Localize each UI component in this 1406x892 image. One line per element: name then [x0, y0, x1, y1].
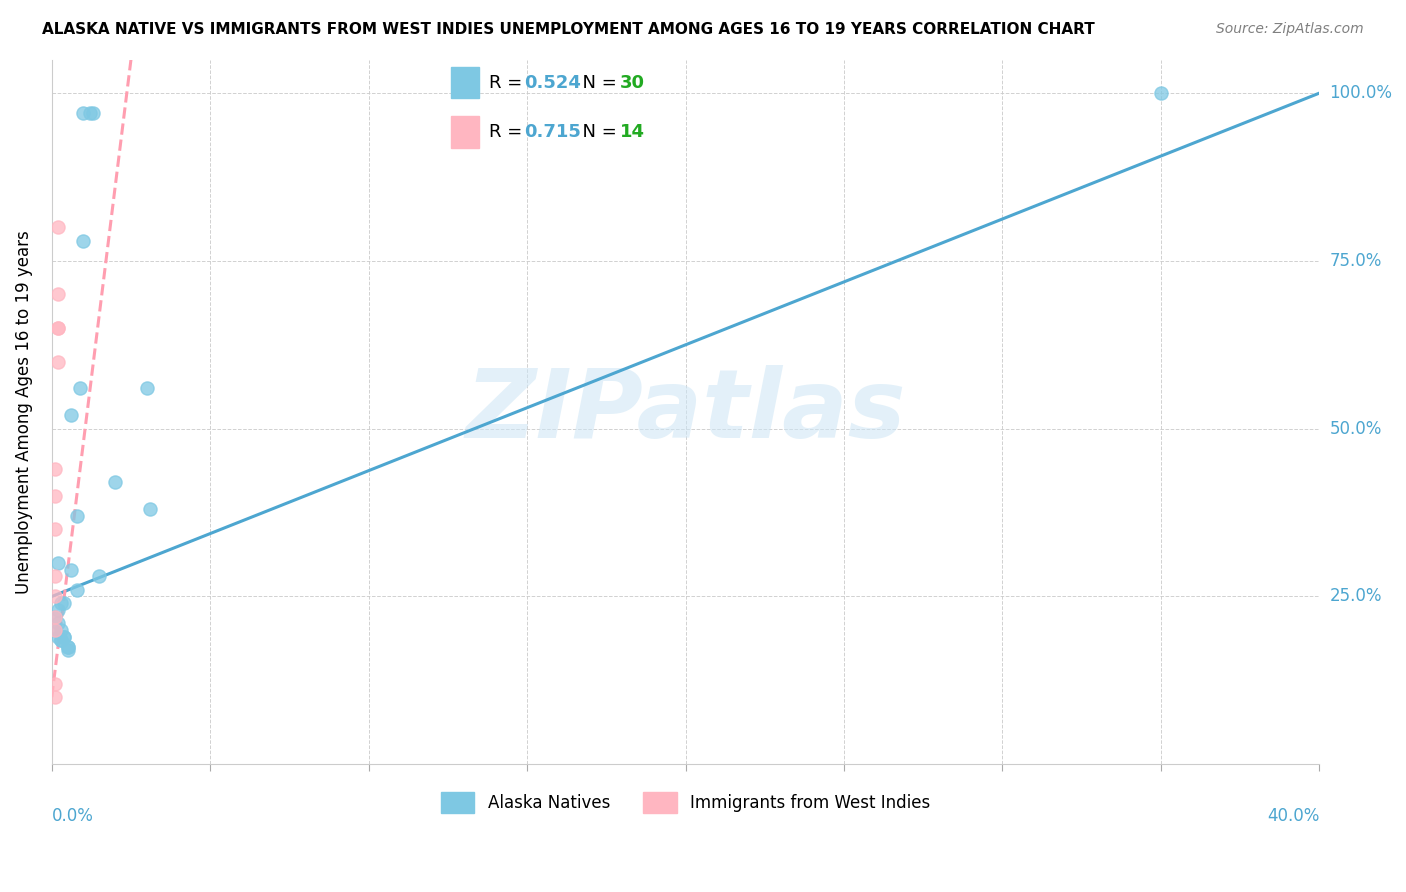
Point: [59, 563, 82, 577]
Text: 14: 14: [620, 123, 644, 141]
Point: [69, 381, 91, 395]
Point: [56, 640, 79, 654]
Point: [53, 596, 76, 610]
Text: 25.0%: 25.0%: [1330, 588, 1382, 606]
Point: [46, 287, 69, 301]
Text: 100.0%: 100.0%: [1330, 84, 1392, 103]
Text: R =: R =: [489, 123, 529, 141]
Point: [46, 321, 69, 335]
Text: 75.0%: 75.0%: [1330, 252, 1382, 270]
Point: [66, 508, 89, 523]
Point: [82, 106, 104, 120]
Text: 0.524: 0.524: [524, 73, 582, 92]
Point: [44, 690, 66, 705]
Point: [44, 677, 66, 691]
Point: [135, 381, 157, 395]
Point: [66, 582, 89, 597]
Point: [79, 106, 101, 120]
Point: [46, 630, 69, 644]
Y-axis label: Unemployment Among Ages 16 to 19 years: Unemployment Among Ages 16 to 19 years: [15, 230, 32, 594]
Point: [51, 596, 73, 610]
Point: [44, 462, 66, 476]
Text: 0.0%: 0.0%: [52, 806, 94, 824]
Point: [44, 609, 66, 624]
FancyBboxPatch shape: [451, 67, 479, 98]
Point: [44, 609, 66, 624]
Point: [44, 569, 66, 583]
Text: 30: 30: [620, 73, 644, 92]
Text: N =: N =: [571, 123, 623, 141]
Point: [44, 623, 66, 637]
Point: [51, 633, 73, 648]
Point: [139, 502, 162, 516]
Point: [89, 569, 111, 583]
Point: [46, 354, 69, 368]
Point: [46, 220, 69, 235]
FancyBboxPatch shape: [451, 116, 479, 148]
Legend: Alaska Natives, Immigrants from West Indies: Alaska Natives, Immigrants from West Ind…: [434, 786, 936, 820]
Point: [104, 475, 127, 490]
Text: ZIPatlas: ZIPatlas: [465, 366, 905, 458]
Point: [46, 556, 69, 570]
Text: Source: ZipAtlas.com: Source: ZipAtlas.com: [1216, 22, 1364, 37]
Point: [56, 640, 79, 654]
Text: R =: R =: [489, 73, 529, 92]
Point: [44, 623, 66, 637]
Point: [46, 603, 69, 617]
Point: [53, 630, 76, 644]
Point: [44, 590, 66, 604]
Point: [51, 633, 73, 648]
Text: 50.0%: 50.0%: [1330, 420, 1382, 438]
Text: 40.0%: 40.0%: [1267, 806, 1319, 824]
Point: [56, 643, 79, 657]
Point: [44, 489, 66, 503]
Text: N =: N =: [571, 73, 623, 92]
Text: ALASKA NATIVE VS IMMIGRANTS FROM WEST INDIES UNEMPLOYMENT AMONG AGES 16 TO 19 YE: ALASKA NATIVE VS IMMIGRANTS FROM WEST IN…: [42, 22, 1095, 37]
Text: 0.715: 0.715: [524, 123, 582, 141]
Point: [72, 234, 94, 248]
Point: [46, 321, 69, 335]
Point: [53, 630, 76, 644]
Point: [59, 409, 82, 423]
Point: [1150, 86, 1173, 100]
Point: [51, 623, 73, 637]
Point: [44, 522, 66, 536]
Point: [72, 106, 94, 120]
Point: [46, 616, 69, 631]
